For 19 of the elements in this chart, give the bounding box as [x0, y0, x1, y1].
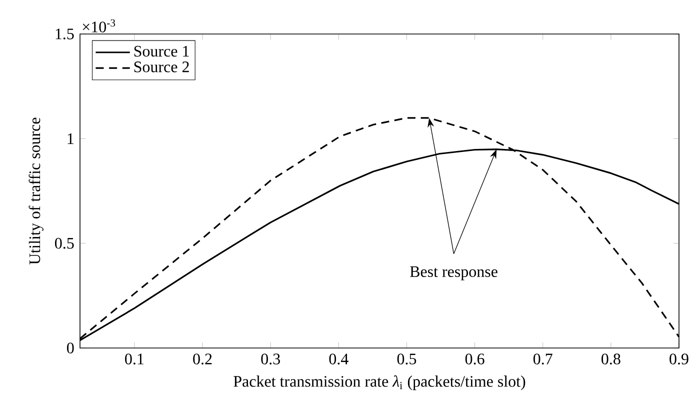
- y-axis-title: Utility of traffic source: [28, 118, 44, 264]
- legend-label: Source 2: [134, 62, 189, 72]
- x-tick-label: 0.2: [193, 354, 212, 364]
- y-tick-label: 0: [67, 342, 74, 354]
- text: ×10$^{-3}$: [82, 19, 116, 32]
- x-tick-label: 0.1: [125, 354, 144, 364]
- y-tick-label: 1.5: [56, 28, 74, 40]
- x-tick-label: 0.7: [533, 354, 552, 364]
- x-tick-label: 0.4: [329, 354, 348, 364]
- x-tick-label: 0.3: [261, 354, 280, 364]
- y-tick-label: 0.5: [55, 238, 74, 249]
- x-tick-label: 0.9: [670, 354, 688, 364]
- annotation: Best response: [410, 266, 498, 280]
- y-tick-label: 1: [68, 133, 74, 144]
- x-tick-label: 0.8: [602, 354, 620, 364]
- legend-label: Source 1: [134, 46, 189, 57]
- x-axis-title: Packet transmission rate λ$_{i}$ (packets/time slot): [234, 375, 526, 390]
- x-tick-label: 0.6: [465, 354, 484, 364]
- x-tick-label: 0.5: [397, 354, 416, 364]
